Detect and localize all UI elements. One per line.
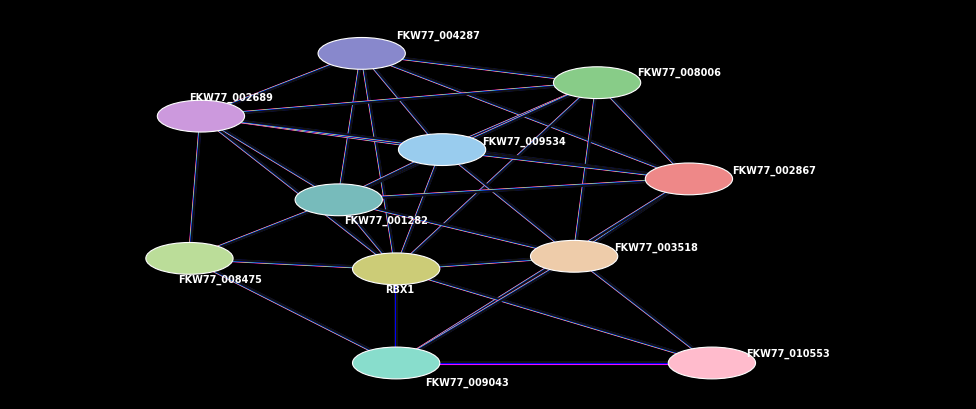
Text: RBX1: RBX1 [385, 284, 414, 294]
Circle shape [145, 243, 233, 274]
Circle shape [531, 241, 618, 272]
Text: FKW77_001282: FKW77_001282 [345, 215, 428, 225]
Circle shape [352, 347, 440, 379]
Circle shape [398, 135, 486, 166]
Circle shape [669, 347, 755, 379]
Text: FKW77_004287: FKW77_004287 [396, 30, 480, 40]
Text: FKW77_010553: FKW77_010553 [747, 348, 831, 358]
Text: FKW77_002867: FKW77_002867 [733, 165, 817, 175]
Text: FKW77_008006: FKW77_008006 [637, 68, 721, 78]
Circle shape [553, 67, 640, 99]
Circle shape [352, 253, 440, 285]
Circle shape [157, 101, 245, 133]
Circle shape [295, 184, 383, 216]
Text: FKW77_009534: FKW77_009534 [482, 136, 566, 146]
Circle shape [318, 38, 405, 70]
Text: FKW77_003518: FKW77_003518 [614, 243, 698, 253]
Text: FKW77_009043: FKW77_009043 [425, 377, 508, 387]
Circle shape [645, 164, 733, 196]
Text: FKW77_002689: FKW77_002689 [189, 93, 273, 103]
Text: FKW77_008475: FKW77_008475 [178, 274, 262, 284]
